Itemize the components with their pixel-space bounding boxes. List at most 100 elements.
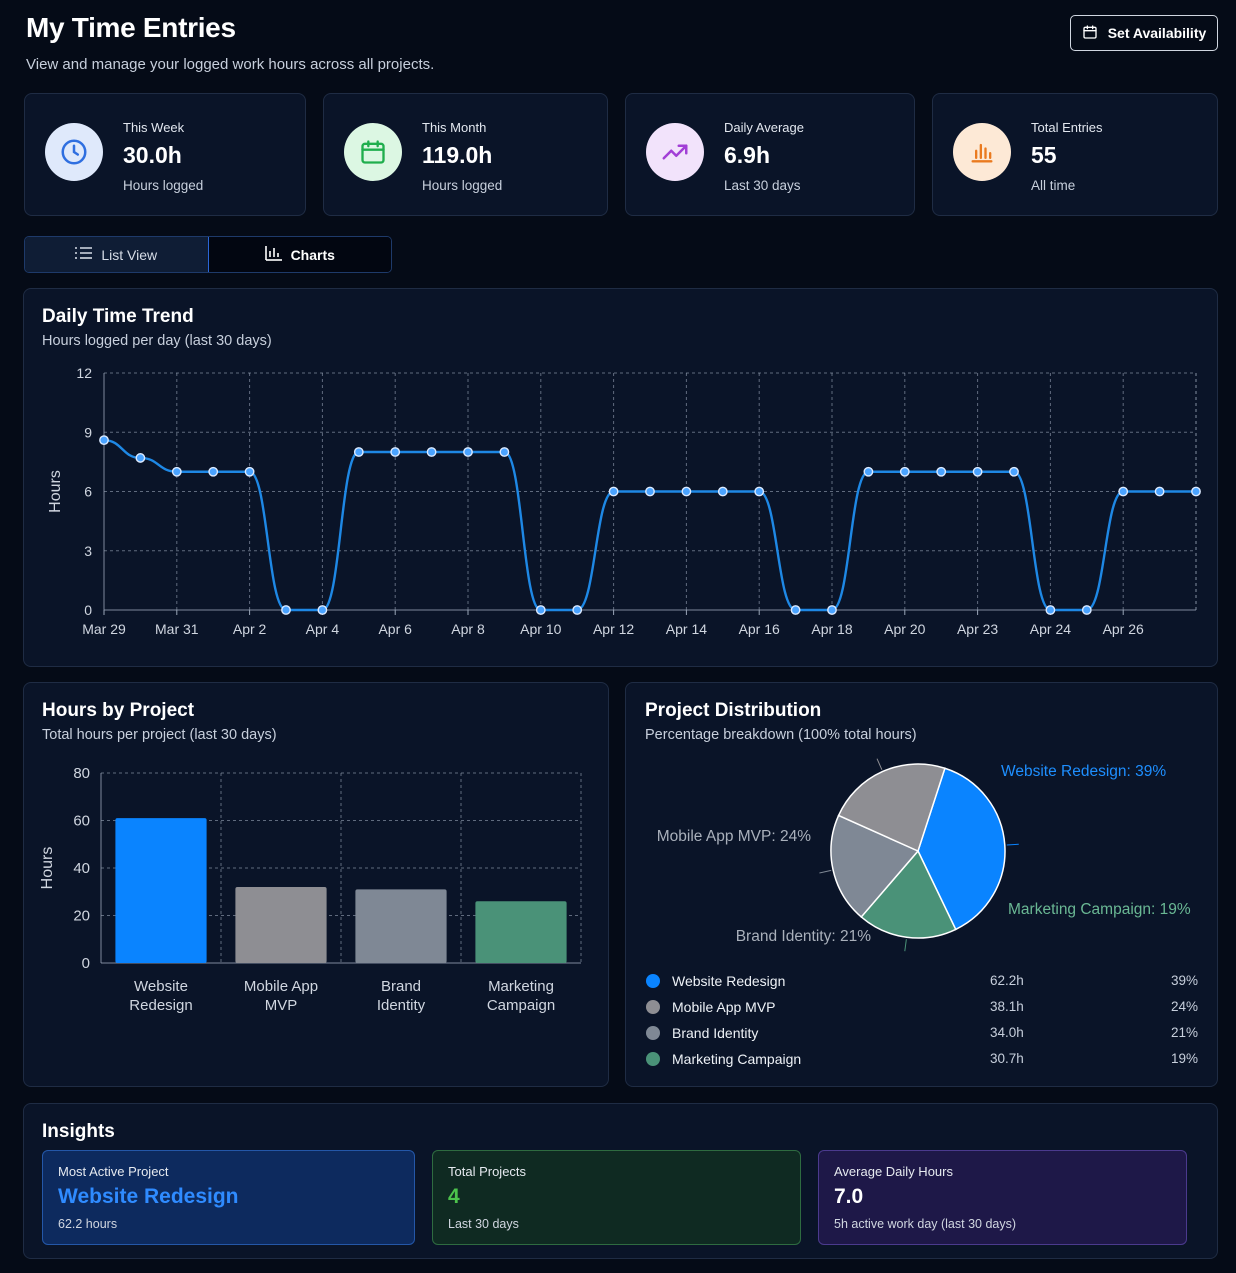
project-distribution-chart: Website Redesign: 39% Marketing Campaign:…	[657, 758, 1191, 952]
data-point	[1191, 486, 1201, 497]
data-point	[171, 466, 182, 477]
pie-label-connector	[819, 869, 832, 874]
tab-list-view[interactable]: List View	[25, 237, 208, 272]
x-tick-label: Apr 6	[378, 621, 412, 637]
x-tick-label: Apr 23	[957, 621, 998, 637]
y-axis-label: Hours	[47, 470, 64, 513]
panel-subtitle: Total hours per project (last 30 days)	[42, 727, 277, 743]
insight-average-daily-hours: Average Daily Hours 7.0 5h active work d…	[818, 1150, 1187, 1245]
tab-charts[interactable]: Charts	[207, 237, 391, 272]
x-tick-label: Apr 20	[884, 621, 925, 637]
y-tick-label: 0	[82, 955, 90, 972]
stat-card-total-entries: Total Entries 55 All time	[932, 93, 1218, 216]
legend-dot	[646, 1052, 660, 1066]
legend-percent: 39%	[1170, 973, 1198, 988]
data-point	[353, 447, 364, 457]
legend-name: Mobile App MVP	[672, 999, 776, 1015]
bar	[355, 889, 447, 963]
legend-dot	[646, 1026, 660, 1040]
set-availability-button[interactable]: Set Availability	[1070, 15, 1218, 51]
x-tick-label: Apr 26	[1103, 621, 1144, 637]
x-tick-label: Mar 31	[155, 621, 199, 637]
x-tick-label: Apr 16	[739, 621, 780, 637]
pie-slice-label: Marketing Campaign: 19%	[1008, 901, 1191, 918]
stat-label: Total Entries	[1031, 120, 1103, 135]
legend-row: Marketing Campaign 30.7h 19%	[646, 1050, 1198, 1070]
data-point	[499, 447, 510, 457]
insight-total-projects: Total Projects 4 Last 30 days	[432, 1150, 801, 1245]
x-tick-label: Apr 18	[811, 621, 852, 637]
legend-percent: 19%	[1170, 1051, 1198, 1066]
y-tick-label: 12	[76, 365, 92, 381]
set-availability-label: Set Availability	[1107, 25, 1207, 41]
data-point	[936, 466, 947, 477]
legend-name: Website Redesign	[672, 973, 786, 989]
data-point	[99, 435, 109, 446]
insight-sub: 5h active work day (last 30 days)	[834, 1217, 1017, 1231]
y-tick-label: 9	[84, 424, 92, 440]
tab-list-view-label: List View	[101, 246, 158, 263]
bar-chart-icon	[953, 123, 1011, 181]
pie-slice-label: Mobile App MVP: 24%	[657, 828, 811, 845]
data-point	[681, 486, 692, 497]
stat-sub: All time	[1031, 178, 1076, 193]
panel-subtitle: Percentage breakdown (100% total hours)	[645, 727, 917, 743]
insight-sub: Last 30 days	[448, 1217, 519, 1231]
x-tick-label: MVP	[265, 997, 298, 1014]
panel-title: Hours by Project	[42, 700, 195, 721]
hours-by-project-panel: Hours by Project Total hours per project…	[23, 682, 609, 1087]
x-tick-label: Mobile App	[244, 978, 318, 995]
view-toggle: List View Charts	[24, 236, 392, 273]
pie-slice-label: Brand Identity: 21%	[736, 928, 871, 945]
trend-line	[103, 438, 1196, 612]
panel-subtitle: Hours logged per day (last 30 days)	[42, 333, 272, 349]
data-point	[281, 605, 291, 615]
pie-label-connector	[876, 758, 883, 770]
page-subtitle: View and manage your logged work hours a…	[26, 56, 435, 73]
pie-label-connector	[904, 939, 907, 952]
x-tick-label: Redesign	[129, 997, 192, 1014]
legend-row: Website Redesign 62.2h 39%	[646, 972, 1198, 992]
data-point	[972, 466, 983, 477]
stat-value: 30.0h	[123, 142, 182, 168]
stat-card-this-month: This Month 119.0h Hours logged	[323, 93, 608, 216]
pie-slice-label: Website Redesign: 39%	[1001, 763, 1166, 780]
stat-label: This Week	[123, 120, 185, 135]
y-tick-label: 3	[84, 543, 92, 559]
insight-label: Most Active Project	[58, 1164, 169, 1179]
data-point	[790, 605, 801, 615]
data-point	[827, 605, 837, 615]
data-point	[1081, 605, 1092, 615]
insight-label: Total Projects	[448, 1164, 527, 1179]
y-tick-label: 20	[73, 908, 90, 925]
stat-sub: Hours logged	[123, 178, 204, 193]
pie-slice	[917, 767, 1006, 931]
stat-value: 119.0h	[422, 142, 493, 168]
x-tick-label: Apr 14	[666, 621, 707, 637]
bar	[475, 901, 567, 963]
data-point	[863, 466, 874, 477]
insight-sub: 62.2 hours	[58, 1217, 118, 1231]
y-tick-label: 6	[84, 484, 92, 500]
panel-title: Daily Time Trend	[42, 306, 194, 327]
legend-hours: 38.1h	[990, 999, 1024, 1014]
bar	[115, 818, 207, 963]
data-point	[317, 605, 328, 615]
pie-slice	[860, 849, 957, 939]
insight-most-active-project: Most Active Project Website Redesign 62.…	[42, 1150, 415, 1245]
y-tick-label: 40	[73, 860, 90, 877]
y-tick-label: 0	[84, 602, 92, 618]
x-tick-label: Campaign	[487, 997, 555, 1014]
clock-icon	[45, 123, 103, 181]
bar-chart-icon	[264, 245, 282, 264]
legend-name: Marketing Campaign	[672, 1051, 802, 1067]
data-point	[608, 486, 619, 497]
legend-dot	[646, 1000, 660, 1014]
daily-trend-chart: 0 3 6 9 12 Mar 29 Mar 31 Apr 2 Apr 4 Apr 6 Apr 8 Ap…	[47, 365, 1201, 637]
stat-value: 55	[1031, 142, 1057, 168]
x-tick-label: Website	[134, 978, 188, 995]
x-tick-label: Mar 29	[82, 621, 126, 637]
legend-hours: 34.0h	[990, 1025, 1024, 1040]
calendar-icon	[1082, 24, 1098, 43]
tab-charts-label: Charts	[290, 246, 335, 263]
